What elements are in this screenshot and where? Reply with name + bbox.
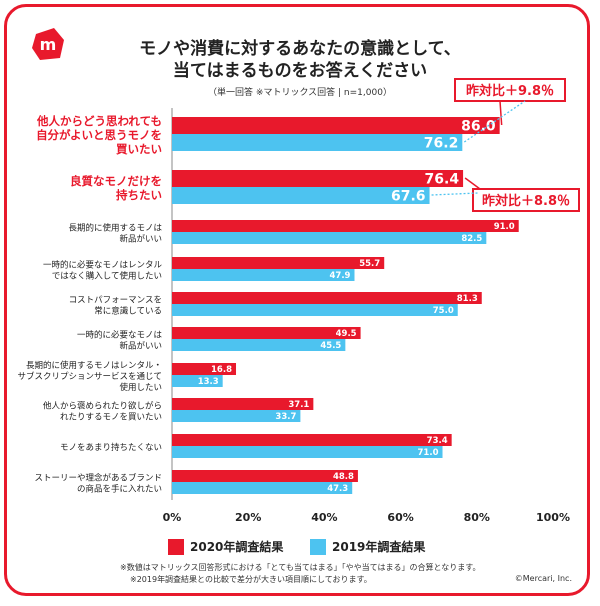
chart-title-line1: モノや消費に対するあなたの意識として、 xyxy=(139,39,461,59)
legend-item-2019: 2019年調査結果 xyxy=(310,538,425,555)
category-label: 一時的に必要なモノはレンタル xyxy=(43,260,163,271)
category-label: 良質なモノだけを xyxy=(70,174,162,188)
x-tick-label: 100% xyxy=(536,511,570,524)
x-tick-label: 40% xyxy=(311,511,337,524)
bar-2020 xyxy=(172,398,314,410)
bar-2020 xyxy=(172,117,500,134)
value-label-2019: 71.0 xyxy=(418,448,439,458)
category-label: 自分がよいと思うモノを xyxy=(36,128,162,142)
callout-text: 昨対比＋9.8％ xyxy=(466,83,554,99)
callout-text: 昨対比＋8.8％ xyxy=(482,193,570,209)
bar-2020 xyxy=(172,470,358,482)
bar-2020 xyxy=(172,292,482,304)
bar-2019 xyxy=(172,304,458,316)
legend-swatch-2019 xyxy=(310,538,326,555)
x-tick-label: 80% xyxy=(464,511,490,524)
category-label: 新品がいい xyxy=(119,234,162,245)
category-label: 長期的に使用するモノは xyxy=(68,223,162,234)
value-label-2019: 47.3 xyxy=(327,484,348,494)
value-label-2020: 76.4 xyxy=(425,172,460,188)
legend-item-2020: 2020年調査結果 xyxy=(168,538,283,555)
legend-swatch-2020 xyxy=(168,538,184,555)
category-label: コストパフォーマンスを xyxy=(69,296,162,306)
callout-pointer xyxy=(499,100,510,126)
category-label: 新品がいい xyxy=(119,341,162,352)
bar-2019 xyxy=(172,232,487,244)
bar-2019 xyxy=(172,410,301,422)
value-label-2019: 76.2 xyxy=(424,136,459,152)
value-label-2020: 55.7 xyxy=(359,259,380,269)
value-label-2020: 73.4 xyxy=(427,436,448,446)
svg-text:m: m xyxy=(40,35,57,54)
x-tick-label: 0% xyxy=(163,511,182,524)
x-tick-label: 20% xyxy=(235,511,261,524)
x-tick-label: 60% xyxy=(387,511,413,524)
bar-2020 xyxy=(172,220,519,232)
chart-subtitle: （単一回答 ※マトリックス回答 | n=1,000） xyxy=(208,88,392,98)
footnote-1: ※数値はマトリックス回答形式における「とても当てはまる」「やや当てはまる」の合算… xyxy=(120,563,481,572)
value-label-2020: 91.0 xyxy=(494,222,515,232)
value-label-2019: 75.0 xyxy=(433,306,454,316)
value-label-2019: 13.3 xyxy=(198,377,219,387)
bar-2019 xyxy=(172,269,355,281)
bar-2020 xyxy=(172,327,361,339)
category-label: れたりするモノを買いたい xyxy=(60,413,162,423)
callout-dotted-line xyxy=(463,100,526,143)
value-label-2019: 82.5 xyxy=(461,234,482,244)
bar-2020 xyxy=(172,257,385,269)
mercari-logo-icon: m xyxy=(32,28,64,60)
category-label: 長期的に使用するモノはレンタル・ xyxy=(26,360,162,371)
category-label: モノをあまり持ちたくない xyxy=(60,442,162,453)
callout-box xyxy=(472,188,580,212)
category-label: サブスクリプションサービスを通じて xyxy=(17,371,162,382)
callout-dotted-line xyxy=(431,192,479,196)
value-label-2020: 86.0 xyxy=(461,119,496,135)
category-label: 他人から褒められたり欲しがら xyxy=(43,401,162,412)
category-label: 一時的に必要なモノは xyxy=(77,330,163,341)
category-label: ストーリーや理念があるブランド xyxy=(34,473,162,484)
bar-2020 xyxy=(172,170,464,187)
category-label: 持ちたい xyxy=(116,188,162,202)
bar-2019 xyxy=(172,375,223,387)
value-label-2020: 37.1 xyxy=(288,400,309,410)
legend-label-2020: 2020年調査結果 xyxy=(190,540,284,554)
value-label-2019: 45.5 xyxy=(320,341,341,351)
category-label: 使用したい xyxy=(119,382,162,393)
bar-2020 xyxy=(172,434,452,446)
value-label-2019: 67.6 xyxy=(391,189,426,205)
bar-2019 xyxy=(172,187,430,204)
bar-2019 xyxy=(172,446,443,458)
bar-2020 xyxy=(172,363,237,375)
category-label: の商品を手に入れたい xyxy=(77,484,162,495)
callout-pointer xyxy=(464,177,490,190)
category-label: 買いたい xyxy=(116,142,162,156)
legend-label-2019: 2019年調査結果 xyxy=(332,540,426,554)
value-label-2020: 16.8 xyxy=(211,365,232,375)
value-label-2019: 33.7 xyxy=(275,412,296,422)
value-label-2019: 47.9 xyxy=(330,271,351,281)
bar-2019 xyxy=(172,134,463,151)
value-label-2020: 81.3 xyxy=(457,294,478,304)
footnote-2: ※2019年調査結果との比較で差分が大きい項目順にしております。 xyxy=(130,575,372,584)
category-label: 他人からどう思われても xyxy=(36,114,162,128)
copyright: ©Mercari, Inc. xyxy=(514,574,572,583)
bar-2019 xyxy=(172,339,346,351)
bar-2019 xyxy=(172,482,353,494)
category-label: 常に意識している xyxy=(94,306,162,317)
chart-title-line2: 当てはまるものをお答えください xyxy=(172,61,428,81)
category-label: ではなく購入して使用したい xyxy=(52,271,162,282)
value-label-2020: 49.5 xyxy=(336,329,357,339)
outer-frame xyxy=(4,4,590,596)
value-label-2020: 48.8 xyxy=(333,472,354,482)
